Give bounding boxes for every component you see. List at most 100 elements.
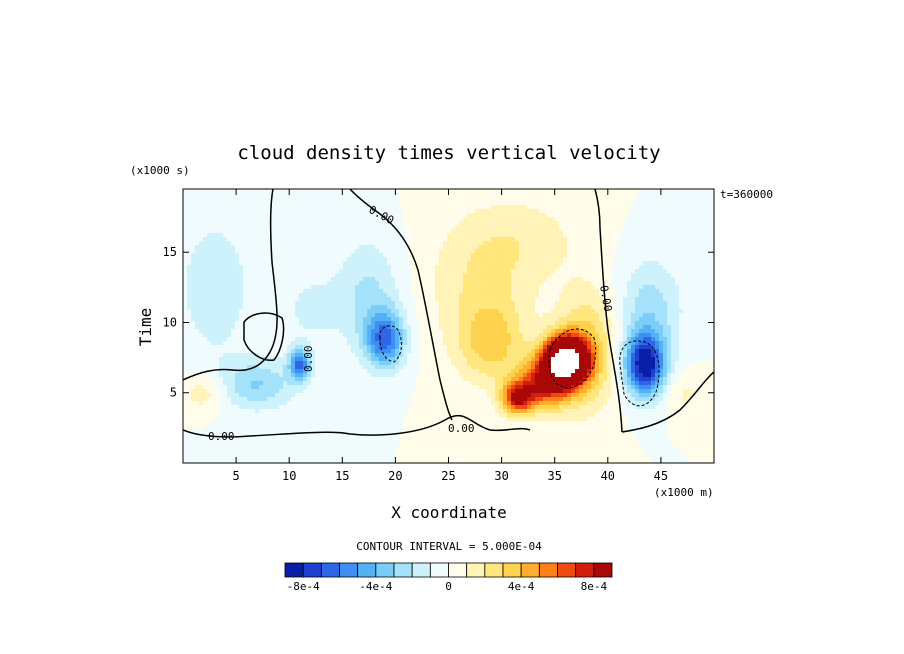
heatmap-cell — [419, 341, 424, 346]
heatmap-cell — [215, 337, 220, 342]
heatmap-cell — [423, 365, 428, 370]
heatmap-cell — [459, 397, 464, 402]
heatmap-cell — [239, 329, 244, 334]
heatmap-cell — [219, 405, 224, 410]
heatmap-cell — [395, 285, 400, 290]
heatmap-cell — [443, 461, 448, 463]
heatmap-cell — [391, 341, 396, 346]
heatmap-cell — [323, 409, 328, 414]
heatmap-cell — [419, 201, 424, 206]
heatmap-cell — [459, 357, 464, 362]
heatmap-cell — [191, 265, 196, 270]
heatmap-cell — [191, 241, 196, 246]
heatmap-cell — [467, 269, 472, 274]
heatmap-cell — [299, 265, 304, 270]
heatmap-cell — [467, 437, 472, 442]
heatmap-cell — [219, 461, 224, 463]
heatmap-cell — [279, 405, 284, 410]
heatmap-cell — [383, 357, 388, 362]
heatmap-cell — [187, 389, 192, 394]
heatmap-cell — [263, 293, 268, 298]
heatmap-cell — [235, 349, 240, 354]
heatmap-cell — [403, 433, 408, 438]
heatmap-cell — [255, 369, 260, 374]
heatmap-cell — [315, 377, 320, 382]
heatmap-cell — [231, 325, 236, 330]
heatmap-cell — [363, 453, 368, 458]
heatmap-cell — [331, 373, 336, 378]
heatmap-cell — [415, 433, 420, 438]
heatmap-cell — [227, 301, 232, 306]
heatmap-cell — [411, 241, 416, 246]
heatmap-cell — [187, 257, 192, 262]
heatmap-cell — [411, 245, 416, 250]
heatmap-cell — [339, 425, 344, 430]
heatmap-cell — [267, 449, 272, 454]
heatmap-cell — [283, 273, 288, 278]
heatmap-cell — [395, 413, 400, 418]
heatmap-cell — [375, 273, 380, 278]
heatmap-cell — [411, 381, 416, 386]
heatmap-cell — [279, 285, 284, 290]
heatmap-cell — [347, 313, 352, 318]
heatmap-cell — [423, 273, 428, 278]
heatmap-cell — [275, 429, 280, 434]
heatmap-cell — [263, 309, 268, 314]
heatmap-cell — [431, 197, 436, 202]
heatmap-cell — [359, 209, 364, 214]
heatmap-cell — [359, 381, 364, 386]
heatmap-cell — [259, 389, 264, 394]
heatmap-cell — [395, 417, 400, 422]
heatmap-cell — [423, 405, 428, 410]
heatmap-cell — [435, 373, 440, 378]
heatmap-cell — [271, 429, 276, 434]
heatmap-cell — [231, 285, 236, 290]
heatmap-cell — [259, 277, 264, 282]
heatmap-cell — [335, 277, 340, 282]
heatmap-cell — [395, 257, 400, 262]
heatmap-cell — [371, 393, 376, 398]
heatmap-cell — [463, 445, 468, 450]
heatmap-cell — [375, 453, 380, 458]
heatmap-cell — [311, 345, 316, 350]
heatmap-cell — [187, 201, 192, 206]
heatmap-cell — [371, 229, 376, 234]
heatmap-cell — [251, 285, 256, 290]
heatmap-cell — [427, 409, 432, 414]
heatmap-cell — [343, 333, 348, 338]
heatmap-cell — [291, 425, 296, 430]
heatmap-cell — [351, 389, 356, 394]
heatmap-cell — [183, 413, 188, 418]
heatmap-cell — [359, 369, 364, 374]
heatmap-cell — [259, 369, 264, 374]
heatmap-cell — [439, 289, 444, 294]
heatmap-cell — [387, 453, 392, 458]
heatmap-cell — [451, 213, 456, 218]
heatmap-cell — [431, 449, 436, 454]
heatmap-cell — [423, 229, 428, 234]
heatmap-cell — [387, 337, 392, 342]
heatmap-cell — [435, 425, 440, 430]
heatmap-cell — [451, 441, 456, 446]
heatmap-cell — [427, 281, 432, 286]
heatmap-cell — [247, 337, 252, 342]
heatmap-cell — [439, 297, 444, 302]
heatmap-cell — [323, 253, 328, 258]
heatmap-cell — [291, 269, 296, 274]
heatmap-cell — [423, 373, 428, 378]
heatmap-cell — [211, 445, 216, 450]
heatmap-cell — [319, 229, 324, 234]
heatmap-cell — [403, 241, 408, 246]
heatmap-cell — [319, 281, 324, 286]
heatmap-cell — [387, 325, 392, 330]
heatmap-cell — [327, 453, 332, 458]
heatmap-cell — [363, 457, 368, 462]
heatmap-cell — [395, 301, 400, 306]
heatmap-cell — [451, 281, 456, 286]
heatmap-cell — [335, 369, 340, 374]
heatmap-cell — [235, 317, 240, 322]
heatmap-cell — [463, 361, 468, 366]
heatmap-cell — [267, 417, 272, 422]
heatmap-cell — [223, 421, 228, 426]
heatmap-cell — [459, 453, 464, 458]
